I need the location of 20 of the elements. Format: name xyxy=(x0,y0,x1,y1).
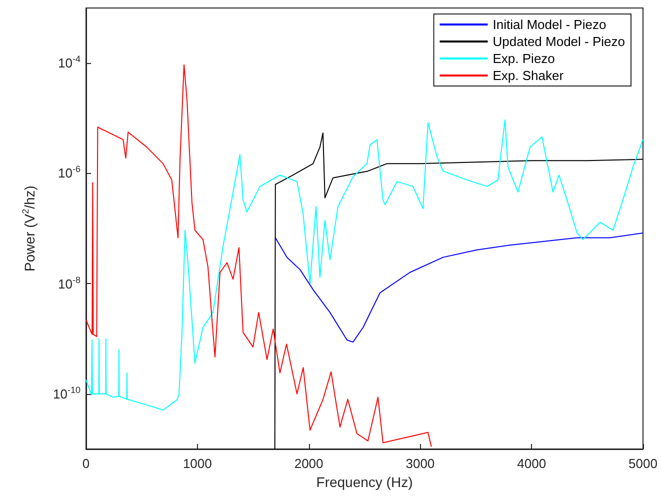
legend-label: Initial Model - Piezo xyxy=(492,17,606,32)
x-tick-label: 0 xyxy=(82,456,90,471)
legend-label: Exp. Piezo xyxy=(492,51,555,66)
x-tick-label: 4000 xyxy=(517,456,546,471)
line-series xyxy=(86,64,432,448)
legend-label: Updated Model - Piezo xyxy=(492,34,626,49)
y-tick-label: 10$^{-6}$ xyxy=(58,163,80,181)
x-tick-label: 1000 xyxy=(182,456,212,471)
y-tick-label: 10$^{-4}$ xyxy=(58,53,80,70)
x-tick-label: 3000 xyxy=(406,456,435,471)
line-series xyxy=(86,119,644,410)
x-tick-label: 2000 xyxy=(294,456,324,471)
y-tick-label: 10$^{-8}$ xyxy=(58,274,80,291)
x-tick-label: 5000 xyxy=(628,456,658,471)
line-series xyxy=(274,132,644,450)
line-series xyxy=(274,232,644,343)
legend-label: Exp. Shaker xyxy=(492,68,564,83)
x-axis-title: Frequency (Hz) xyxy=(316,474,413,490)
y-tick-label: 10$^{-10}$ xyxy=(53,384,80,402)
y-axis-title: Power (V2/hz) xyxy=(20,186,38,272)
